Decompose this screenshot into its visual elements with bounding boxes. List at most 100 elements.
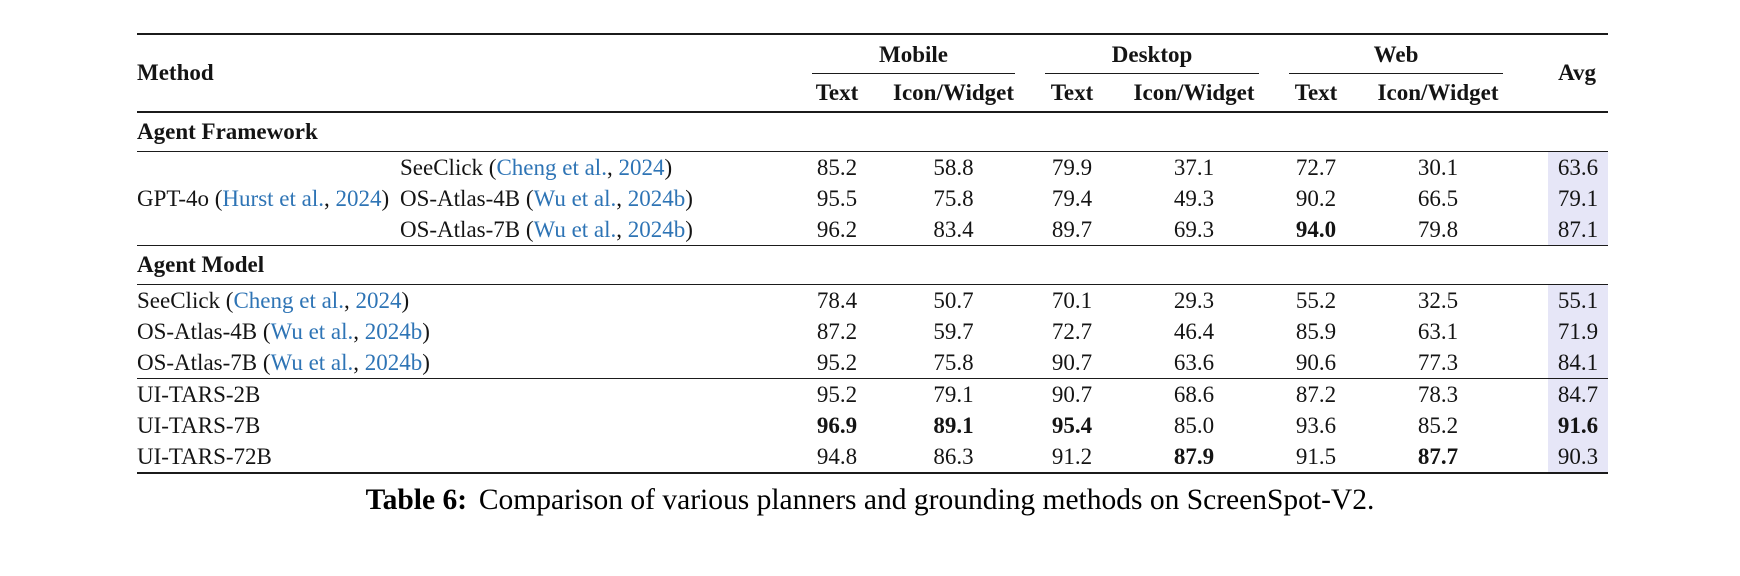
model-name: UI-TARS-72B: [137, 443, 272, 469]
header-sub-row: Text Icon/Widget Text Icon/Widget Text I…: [137, 74, 1608, 112]
citation-link[interactable]: Wu et al.: [270, 349, 354, 375]
column-group-mobile: Mobile: [797, 34, 1030, 74]
citation-year-link[interactable]: 2024: [355, 287, 402, 313]
score-cell: 87.2: [816, 318, 858, 344]
avg-score-cell: 87.1: [1548, 214, 1609, 246]
score-cell: 89.7: [1051, 216, 1093, 242]
model-name-close: ): [422, 318, 430, 344]
spacer-cell: [1518, 183, 1548, 214]
avg-score-cell: 90.3: [1548, 441, 1609, 473]
citation-year-link[interactable]: 2024: [618, 154, 665, 180]
score-cell: 91.5: [1295, 443, 1337, 469]
section-agent-model-title: Agent Model: [137, 245, 1609, 285]
model-name-cell: UI-TARS-7B: [137, 410, 797, 441]
model-name-cell: OS-Atlas-7B (Wu et al., 2024b): [137, 347, 797, 379]
score-cell: 75.8: [933, 349, 974, 375]
score-cell: 85.0: [1173, 412, 1215, 438]
score-cell-best: 94.0: [1295, 216, 1337, 242]
score-cell: 95.2: [816, 381, 858, 407]
column-header-web-text: Text: [1294, 79, 1338, 105]
score-cell: 49.3: [1173, 185, 1215, 211]
section-title-agent-framework: Agent Framework: [137, 119, 318, 144]
score-cell: 78.3: [1417, 381, 1459, 407]
column-header-avg: Avg: [1558, 60, 1597, 85]
citation-year-link[interactable]: 2024b: [627, 185, 686, 211]
citation-separator: ,: [616, 216, 628, 242]
avg-score-cell-best: 91.6: [1548, 410, 1609, 441]
score-cell: 32.5: [1417, 287, 1459, 313]
score-cell-best: 87.7: [1417, 443, 1459, 469]
score-cell: 70.1: [1051, 287, 1093, 313]
score-cell: 91.2: [1051, 443, 1093, 469]
citation-link[interactable]: Wu et al.: [533, 216, 617, 242]
spacer-cell: [1518, 152, 1548, 184]
citation-separator: ,: [606, 154, 619, 180]
column-header-mobile-text: Text: [815, 79, 859, 105]
avg-score-cell: 79.1: [1548, 183, 1609, 214]
score-cell: 79.1: [933, 381, 974, 407]
citation-link[interactable]: Cheng et al.: [233, 287, 344, 313]
column-header-method: Method: [137, 60, 214, 85]
section-title-row: Agent Model: [137, 246, 1608, 285]
citation-link[interactable]: Wu et al.: [270, 318, 354, 344]
score-cell: 37.1: [1173, 154, 1215, 180]
model-name-cell: UI-TARS-72B: [137, 441, 797, 473]
score-cell: 63.1: [1417, 318, 1459, 344]
header-group-row: Method Mobile Desktop Web Avg: [137, 34, 1608, 85]
planner-name: GPT-4o (: [137, 185, 223, 211]
table-row: OS-Atlas-4B (Wu et al., 2024b) 95.5 75.8…: [137, 183, 1609, 214]
avg-score-cell: 71.9: [1548, 316, 1609, 347]
column-group-web: Web: [1274, 34, 1518, 74]
model-name-close: ): [401, 287, 410, 313]
score-cell-best: 96.9: [816, 412, 858, 438]
score-cell: 58.8: [933, 154, 974, 180]
grounding-name: OS-Atlas-7B (: [400, 216, 534, 242]
score-cell: 72.7: [1295, 154, 1337, 180]
citation-link[interactable]: Cheng et al.: [496, 154, 607, 180]
results-table: Method Mobile Desktop Web Avg Text Icon/…: [137, 33, 1609, 474]
citation-link[interactable]: Wu et al.: [533, 185, 617, 211]
grounding-name-close: ): [685, 185, 693, 211]
model-name-close: ): [422, 349, 430, 375]
results-table-container: Method Mobile Desktop Web Avg Text Icon/…: [137, 33, 1609, 474]
planner-cell: GPT-4o (Hurst et al., 2024): [137, 152, 400, 246]
model-name-cell: UI-TARS-2B: [137, 379, 797, 411]
score-cell: 93.6: [1295, 412, 1337, 438]
score-cell: 95.5: [816, 185, 858, 211]
score-cell: 90.2: [1295, 185, 1337, 211]
score-cell: 29.3: [1173, 287, 1215, 313]
citation-year-link[interactable]: 2024: [335, 185, 382, 211]
table-row: OS-Atlas-4B (Wu et al., 2024b) 87.2 59.7…: [137, 316, 1609, 347]
score-cell: 83.4: [933, 216, 974, 242]
table-row: UI-TARS-2B 95.2 79.1 90.7 68.6 87.2 78.3…: [137, 378, 1609, 411]
section-agent-model-rows: SeeClick (Cheng et al., 2024) 78.4 50.7 …: [137, 284, 1609, 379]
score-cell: 79.9: [1051, 154, 1093, 180]
section-title-agent-model: Agent Model: [137, 252, 265, 277]
citation-separator: ,: [616, 185, 628, 211]
grounding-method-cell: SeeClick (Cheng et al., 2024): [400, 152, 797, 184]
model-name-cell: SeeClick (Cheng et al., 2024): [137, 285, 797, 317]
column-header-desktop-iconwidget: Icon/Widget: [1133, 79, 1255, 105]
section-title-row: Agent Framework: [137, 112, 1608, 152]
spacer-cell: [1518, 410, 1548, 441]
score-cell: 90.7: [1051, 349, 1093, 375]
score-cell-best: 89.1: [933, 412, 974, 438]
score-cell: 94.8: [816, 443, 858, 469]
citation-year-link[interactable]: 2024b: [627, 216, 686, 242]
spacer-cell: [1518, 316, 1548, 347]
citation-link[interactable]: Hurst et al.: [222, 185, 324, 211]
grounding-method-cell: OS-Atlas-4B (Wu et al., 2024b): [400, 183, 797, 214]
citation-year-link[interactable]: 2024b: [364, 349, 423, 375]
score-cell: 50.7: [933, 287, 974, 313]
column-header-desktop-text: Text: [1050, 79, 1094, 105]
table-caption-text: Comparison of various planners and groun…: [478, 484, 1375, 516]
score-cell: 77.3: [1417, 349, 1459, 375]
table-row: OS-Atlas-7B (Wu et al., 2024b) 95.2 75.8…: [137, 347, 1609, 379]
score-cell: 59.7: [933, 318, 974, 344]
score-cell: 69.3: [1173, 216, 1215, 242]
score-cell: 85.2: [1417, 412, 1459, 438]
score-cell: 78.4: [816, 287, 858, 313]
citation-year-link[interactable]: 2024b: [364, 318, 423, 344]
grounding-name-close: ): [685, 216, 693, 242]
table-row: UI-TARS-72B 94.8 86.3 91.2 87.9 91.5 87.…: [137, 441, 1609, 473]
